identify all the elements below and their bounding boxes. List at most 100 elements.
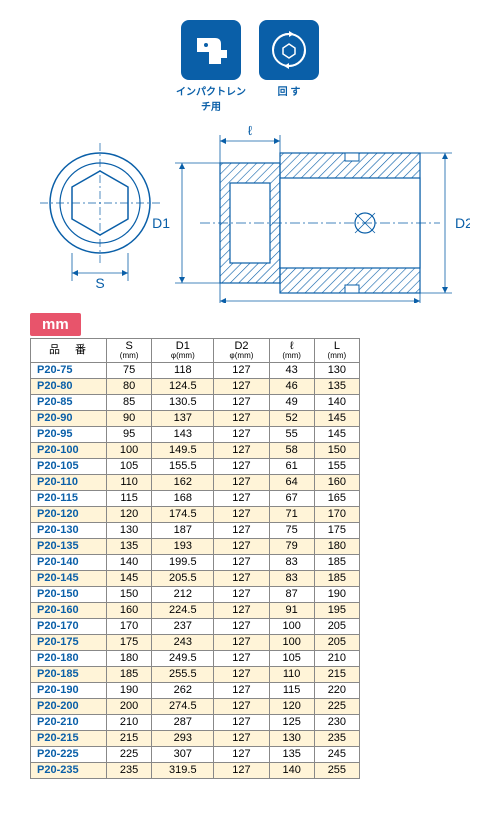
spec-table: 品 番 S(mm) D1φ(mm) D2φ(mm) ℓ(mm) L(mm) P2… [30, 338, 360, 779]
cell-value: 67 [269, 490, 314, 506]
cell-value: 105 [107, 458, 152, 474]
cell-value: 127 [214, 746, 269, 762]
cell-value: 150 [314, 442, 359, 458]
impact-wrench-icon-box: インパクトレンチ用 [176, 20, 246, 113]
table-row: P20-200200274.5127120225 [31, 698, 360, 714]
cell-value: 52 [269, 410, 314, 426]
cell-value: 58 [269, 442, 314, 458]
cell-value: 150 [107, 586, 152, 602]
cell-value: 130 [314, 362, 359, 378]
cell-part: P20-105 [31, 458, 107, 474]
cell-value: 149.5 [152, 442, 214, 458]
cell-part: P20-90 [31, 410, 107, 426]
cell-value: 43 [269, 362, 314, 378]
cell-value: 61 [269, 458, 314, 474]
cell-value: 199.5 [152, 554, 214, 570]
table-row: P20-757511812743130 [31, 362, 360, 378]
turn-icon [259, 20, 319, 80]
cell-value: 127 [214, 762, 269, 778]
cell-value: 190 [314, 586, 359, 602]
table-row: P20-235235319.5127140255 [31, 762, 360, 778]
table-row: P20-215215293127130235 [31, 730, 360, 746]
cell-value: 162 [152, 474, 214, 490]
cell-value: 170 [107, 618, 152, 634]
cell-value: 243 [152, 634, 214, 650]
cell-value: 319.5 [152, 762, 214, 778]
turn-label: 回 す [254, 83, 324, 98]
header-L: L(mm) [314, 339, 359, 363]
table-row: P20-190190262127115220 [31, 682, 360, 698]
cell-part: P20-80 [31, 378, 107, 394]
cell-value: 205 [314, 634, 359, 650]
table-header-row: 品 番 S(mm) D1φ(mm) D2φ(mm) ℓ(mm) L(mm) [31, 339, 360, 363]
header-S: S(mm) [107, 339, 152, 363]
cell-value: 135 [269, 746, 314, 762]
cell-value: 120 [269, 698, 314, 714]
cell-part: P20-235 [31, 762, 107, 778]
cell-value: 135 [314, 378, 359, 394]
cell-value: 127 [214, 490, 269, 506]
header-l: ℓ(mm) [269, 339, 314, 363]
table-row: P20-8585130.512749140 [31, 394, 360, 410]
cell-value: 100 [269, 618, 314, 634]
cell-value: 185 [314, 570, 359, 586]
cell-value: 127 [214, 362, 269, 378]
cell-value: 174.5 [152, 506, 214, 522]
cell-value: 130.5 [152, 394, 214, 410]
cell-value: 190 [107, 682, 152, 698]
table-row: P20-13013018712775175 [31, 522, 360, 538]
cell-value: 210 [107, 714, 152, 730]
cell-value: 127 [214, 634, 269, 650]
table-row: P20-145145205.512783185 [31, 570, 360, 586]
cell-value: 118 [152, 362, 214, 378]
header-D1: D1φ(mm) [152, 339, 214, 363]
cell-value: 140 [107, 554, 152, 570]
cell-value: 155 [314, 458, 359, 474]
cell-value: 127 [214, 714, 269, 730]
cell-value: 127 [214, 426, 269, 442]
table-row: P20-140140199.512783185 [31, 554, 360, 570]
impact-wrench-icon [181, 20, 241, 80]
table-row: P20-100100149.512758150 [31, 442, 360, 458]
cell-value: 225 [107, 746, 152, 762]
table-row: P20-11011016212764160 [31, 474, 360, 490]
cell-value: 127 [214, 410, 269, 426]
cell-value: 127 [214, 554, 269, 570]
table-row: P20-185185255.5127110215 [31, 666, 360, 682]
cell-value: 127 [214, 586, 269, 602]
table-row: P20-105105155.512761155 [31, 458, 360, 474]
cell-part: P20-170 [31, 618, 107, 634]
table-row: P20-180180249.5127105210 [31, 650, 360, 666]
cell-value: 130 [269, 730, 314, 746]
cell-value: 127 [214, 602, 269, 618]
cell-value: 212 [152, 586, 214, 602]
cell-part: P20-115 [31, 490, 107, 506]
cell-value: 145 [314, 410, 359, 426]
cell-value: 237 [152, 618, 214, 634]
cell-value: 175 [314, 522, 359, 538]
cell-value: 255.5 [152, 666, 214, 682]
cell-value: 145 [107, 570, 152, 586]
cell-value: 95 [107, 426, 152, 442]
cell-value: 187 [152, 522, 214, 538]
cell-value: 120 [107, 506, 152, 522]
cell-value: 64 [269, 474, 314, 490]
cell-part: P20-95 [31, 426, 107, 442]
cell-value: 220 [314, 682, 359, 698]
cell-value: 193 [152, 538, 214, 554]
cell-part: P20-130 [31, 522, 107, 538]
cell-value: 205 [314, 618, 359, 634]
cell-part: P20-190 [31, 682, 107, 698]
cell-value: 175 [107, 634, 152, 650]
cell-part: P20-210 [31, 714, 107, 730]
cell-value: 185 [107, 666, 152, 682]
cell-value: 49 [269, 394, 314, 410]
cell-value: 127 [214, 506, 269, 522]
cell-value: 235 [314, 730, 359, 746]
cell-value: 180 [107, 650, 152, 666]
cell-value: 145 [314, 426, 359, 442]
cell-value: 83 [269, 554, 314, 570]
table-row: P20-175175243127100205 [31, 634, 360, 650]
cell-value: 205.5 [152, 570, 214, 586]
cell-value: 274.5 [152, 698, 214, 714]
